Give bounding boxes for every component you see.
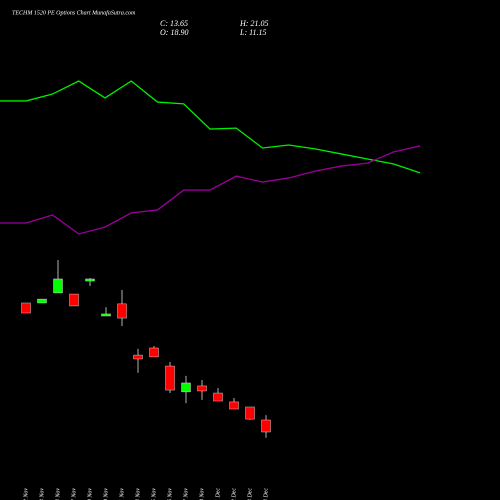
candle-body [69, 293, 79, 307]
x-tick-label: 24 Nov [134, 488, 141, 500]
x-tick-label: 14 Nov [54, 488, 61, 500]
stat-close: C: 13.65 [160, 19, 188, 28]
stat-open: O: 18.90 [160, 28, 188, 37]
stat-high: H: 21.05 [239, 19, 268, 28]
stat-low: L: 11.15 [239, 28, 267, 37]
chart-title: TECHM 1520 PE Options Chart MunafaSutra.… [12, 9, 136, 16]
x-tick-label: 20 Nov [103, 488, 109, 500]
candle-body [197, 385, 207, 392]
candle-body [149, 347, 159, 358]
candle-body [181, 382, 191, 393]
candle-body [245, 406, 255, 420]
candle-body [37, 298, 47, 304]
x-tick-label: 26 Nov [167, 488, 173, 500]
x-tick-label: 27 Nov [183, 488, 189, 500]
x-tick-label: 28 Nov [199, 488, 205, 500]
x-tick-label: 12 Nov [23, 488, 29, 500]
candle-body [53, 278, 63, 294]
candle-body [85, 278, 95, 282]
candle-body [117, 303, 127, 319]
x-tick-label: 03 Dec [247, 488, 253, 500]
candle-body [165, 365, 175, 391]
x-tick-label: 19 Nov [87, 488, 93, 500]
x-tick-label: 01 Dec [215, 488, 221, 500]
x-tick-label: 21 Nov [119, 488, 125, 500]
candle-body [101, 313, 111, 317]
candle-body [261, 419, 271, 433]
candle-body [21, 302, 31, 314]
line-series [0, 145, 421, 235]
x-tick-label: 17 Nov [71, 488, 77, 500]
x-tick-label: 25 Nov [151, 488, 157, 500]
candle-body [133, 354, 143, 360]
line-series [0, 80, 421, 174]
candle-body [213, 392, 223, 402]
x-tick-label: 13 Nov [39, 488, 45, 500]
candle-body [229, 401, 239, 410]
x-tick-label: 02 Dec [231, 488, 237, 500]
x-tick-label: 04 Dec [262, 488, 269, 500]
